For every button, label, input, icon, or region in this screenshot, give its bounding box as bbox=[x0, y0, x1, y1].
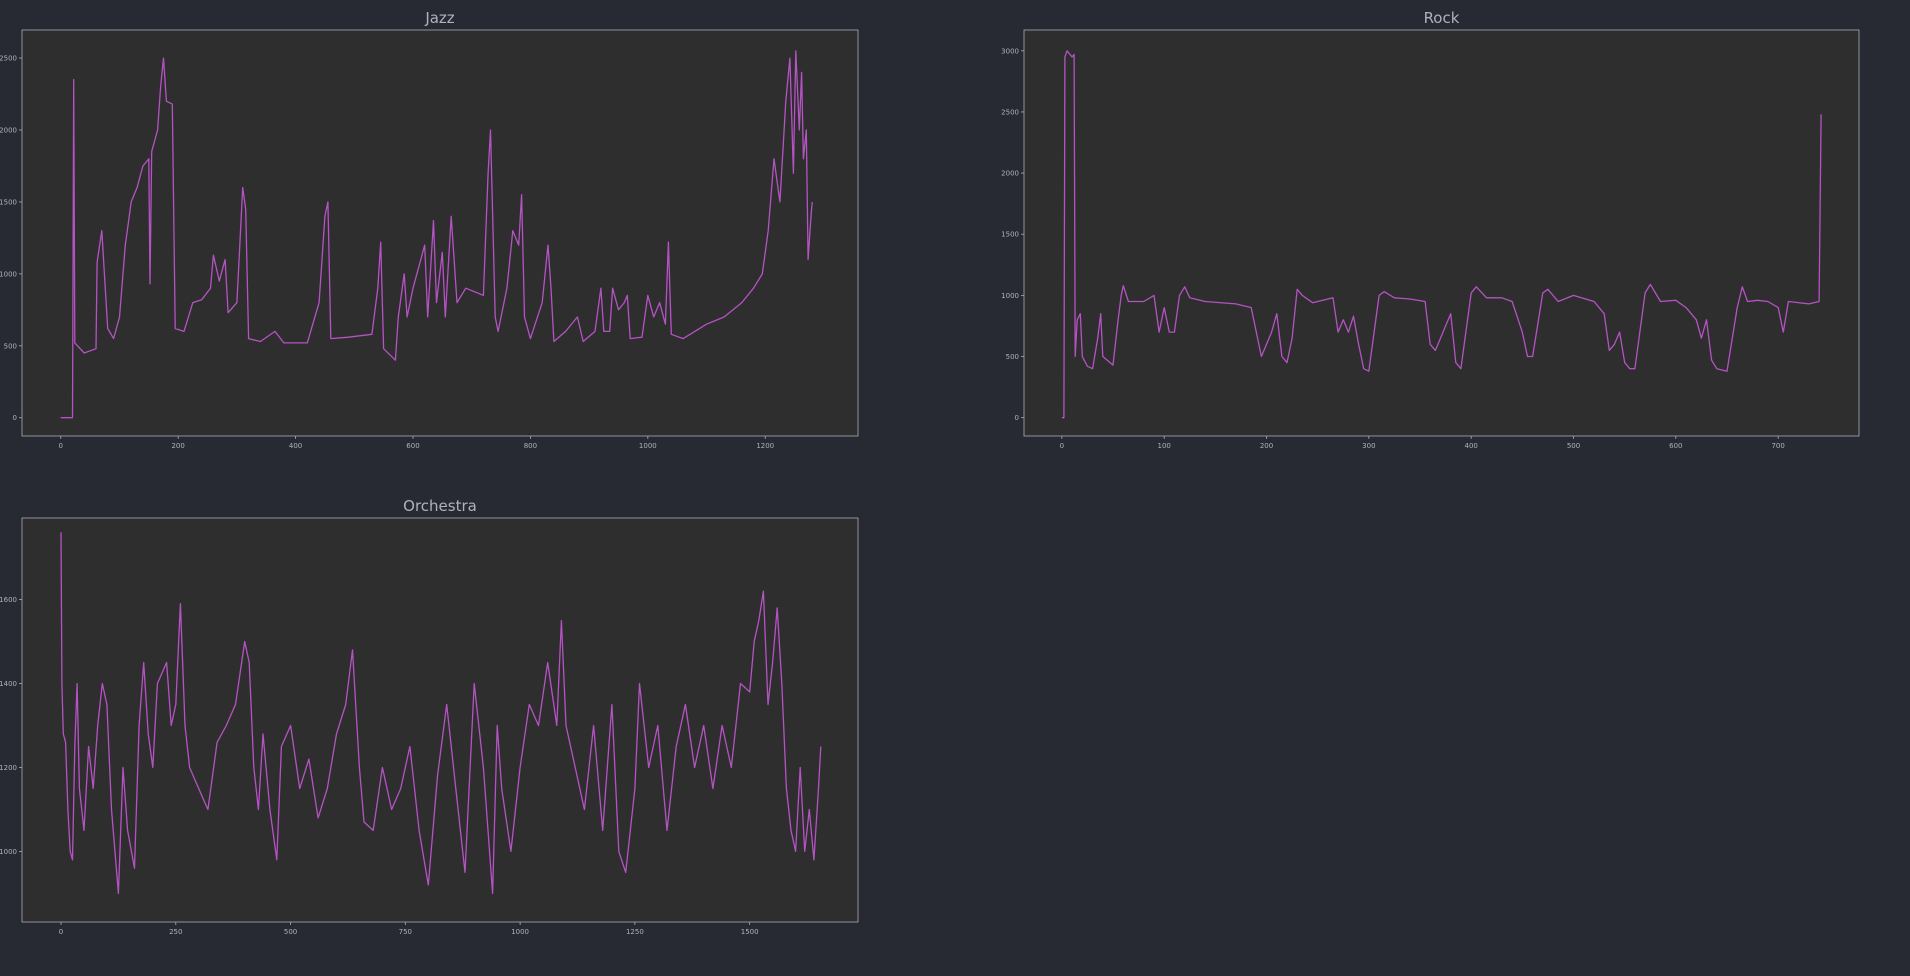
x-tick-label: 250 bbox=[169, 928, 182, 936]
x-tick-label: 600 bbox=[1669, 442, 1682, 450]
x-tick-label: 0 bbox=[1060, 442, 1064, 450]
x-tick-label: 200 bbox=[1260, 442, 1273, 450]
y-tick-label: 1200 bbox=[0, 764, 17, 772]
plot-area bbox=[21, 517, 859, 923]
x-tick-label: 750 bbox=[399, 928, 412, 936]
y-tick-label: 1600 bbox=[0, 596, 17, 604]
y-tick-label: 1500 bbox=[1001, 231, 1019, 239]
y-tick-label: 500 bbox=[4, 342, 17, 350]
x-tick-label: 1250 bbox=[626, 928, 644, 936]
y-tick-label: 2500 bbox=[1001, 108, 1019, 116]
y-tick-label: 2000 bbox=[0, 126, 17, 134]
x-tick-label: 500 bbox=[1567, 442, 1580, 450]
x-tick-label: 400 bbox=[289, 442, 302, 450]
chart-title: Orchestra bbox=[403, 497, 477, 515]
x-tick-label: 800 bbox=[524, 442, 537, 450]
data-line bbox=[60, 532, 822, 895]
x-tick-label: 1200 bbox=[756, 442, 774, 450]
chart-title: Jazz bbox=[424, 9, 454, 27]
plot-area bbox=[1023, 29, 1860, 437]
x-tick-label: 400 bbox=[1464, 442, 1477, 450]
x-tick-label: 1000 bbox=[639, 442, 657, 450]
y-tick-label: 1000 bbox=[1001, 292, 1019, 300]
y-tick-label: 3000 bbox=[1001, 47, 1019, 55]
x-tick-label: 1500 bbox=[741, 928, 759, 936]
y-tick-label: 2500 bbox=[0, 55, 17, 63]
x-tick-label: 0 bbox=[59, 442, 63, 450]
x-tick-label: 100 bbox=[1158, 442, 1171, 450]
x-tick-label: 500 bbox=[284, 928, 297, 936]
x-tick-label: 0 bbox=[59, 928, 63, 936]
y-tick-label: 0 bbox=[13, 414, 17, 422]
x-tick-label: 200 bbox=[171, 442, 184, 450]
y-tick-label: 1000 bbox=[0, 270, 17, 278]
x-tick-label: 1000 bbox=[511, 928, 529, 936]
data-line bbox=[60, 50, 813, 419]
y-tick-label: 0 bbox=[1015, 414, 1019, 422]
data-line bbox=[1061, 50, 1822, 419]
y-tick-label: 1500 bbox=[0, 198, 17, 206]
plot-area bbox=[21, 29, 859, 437]
x-tick-label: 700 bbox=[1771, 442, 1784, 450]
y-tick-label: 500 bbox=[1006, 353, 1019, 361]
chart-title: Rock bbox=[1424, 9, 1460, 27]
y-tick-label: 1000 bbox=[0, 848, 17, 856]
x-tick-label: 600 bbox=[406, 442, 419, 450]
y-tick-label: 2000 bbox=[1001, 170, 1019, 178]
y-tick-label: 1400 bbox=[0, 680, 17, 688]
x-tick-label: 300 bbox=[1362, 442, 1375, 450]
